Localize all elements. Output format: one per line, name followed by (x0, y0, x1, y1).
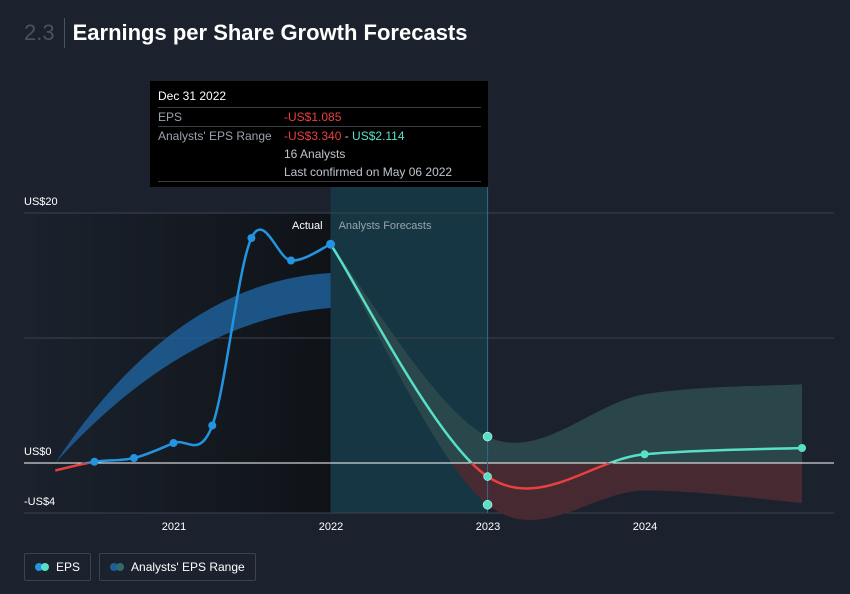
x-tick-label-3: 2024 (633, 521, 657, 533)
eps-dots-icon (35, 563, 49, 571)
x-tick-label-1: 2022 (319, 521, 343, 533)
tooltip-range-row: Analysts' EPS Range -US$3.340 - US$2.114 (158, 127, 481, 145)
range-high-marker (482, 431, 493, 442)
forecast-point-0 (326, 239, 336, 249)
eps-line (81, 228, 332, 463)
y-tick-label-2: -US$4 (24, 496, 55, 508)
range-band-future-negative (451, 463, 802, 520)
tooltip-confirmed: Last confirmed on May 06 2022 (284, 165, 453, 179)
tooltip-confirmed-row: Last confirmed on May 06 2022 (158, 163, 481, 182)
chart-legend: EPS Analysts' EPS Range (24, 553, 256, 581)
forecast-line-negative (469, 463, 614, 490)
y-tick-label-1: US$0 (24, 446, 52, 458)
eps-point-5 (247, 234, 256, 242)
tooltip-eps-label: EPS (158, 110, 183, 124)
eps-point-4 (208, 421, 217, 430)
tooltip-range-high: US$2.114 (352, 129, 405, 143)
section-header: 2.3 Earnings per Share Growth Forecasts (24, 18, 468, 48)
forecast-line (329, 243, 803, 463)
x-tick-label-2: 2023 (476, 521, 500, 533)
range-band-past (55, 273, 331, 463)
legend-eps-label: EPS (56, 560, 81, 574)
x-tick-label-0: 2021 (162, 521, 186, 533)
tooltip-range-label: Analysts' EPS Range (158, 129, 272, 143)
actual-section-label: Actual (292, 220, 323, 232)
legend-range-button[interactable]: Analysts' EPS Range (99, 553, 256, 581)
tooltip-date: Dec 31 2022 (158, 89, 481, 108)
legend-range-label: Analysts' EPS Range (131, 560, 245, 574)
forecast-point-2 (640, 450, 649, 459)
forecast-point-1 (483, 472, 492, 481)
range-band-future-positive (330, 244, 802, 463)
tooltip-range-separator: - (341, 129, 353, 143)
eps-point-6 (286, 256, 295, 265)
tooltip-eps-row: EPS -US$1.085 (158, 108, 481, 127)
eps-point-1 (90, 457, 99, 466)
page-title: Earnings per Share Growth Forecasts (72, 20, 468, 45)
eps-point-3 (169, 439, 178, 447)
y-tick-label-0: US$20 (24, 196, 58, 208)
range-low-marker (482, 500, 493, 510)
range-dots-icon (110, 563, 125, 571)
tooltip-analysts-row: 16 Analysts (158, 145, 481, 163)
tooltip-range-low: -US$3.340 (284, 129, 342, 143)
forecast-section-label: Analysts Forecasts (339, 220, 432, 232)
forecast-point-3 (798, 444, 806, 452)
section-number: 2.3 (24, 18, 65, 48)
tooltip-analysts: 16 Analysts (284, 147, 346, 161)
eps-point-2 (129, 454, 138, 462)
legend-eps-button[interactable]: EPS (24, 553, 92, 581)
chart-tooltip: Dec 31 2022 EPS -US$1.085 Analysts' EPS … (150, 81, 488, 187)
tooltip-eps-value: -US$1.085 (284, 110, 342, 124)
